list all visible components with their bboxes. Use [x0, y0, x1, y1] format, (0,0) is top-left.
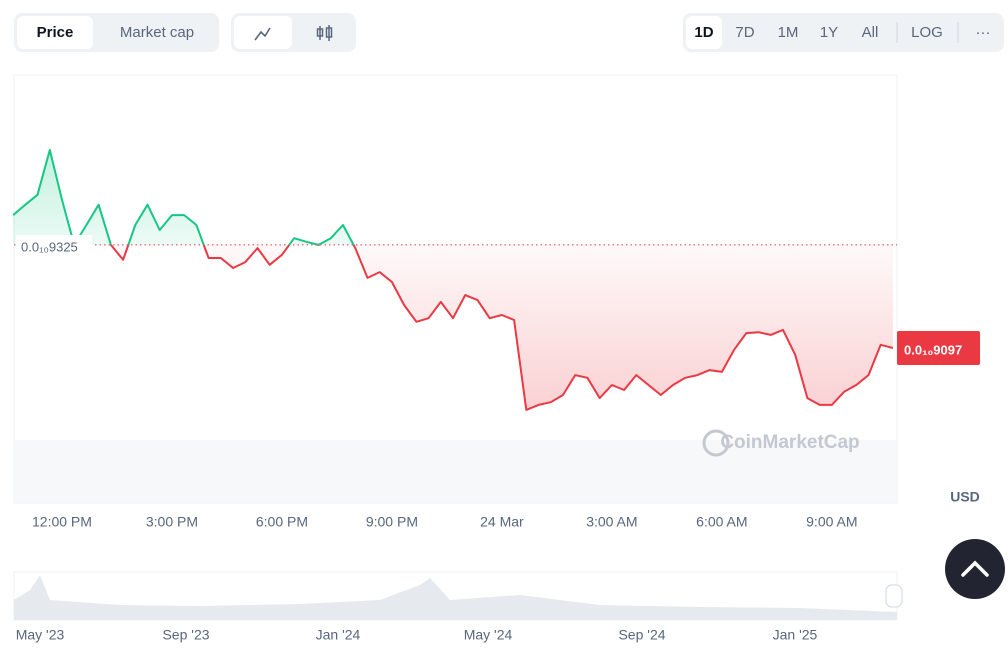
tab-selected	[17, 16, 93, 49]
candle-icon[interactable]	[316, 25, 333, 41]
navigator-label: Jan '24	[316, 627, 361, 643]
more-button[interactable]: ···	[976, 24, 991, 41]
baseline-label: 0.0₁₀9325	[21, 239, 78, 254]
x-tick-label: 6:00 AM	[696, 514, 747, 530]
range-selected	[686, 16, 722, 49]
chevron-icon	[961, 560, 989, 577]
watermark-logo	[702, 429, 730, 457]
scroll-top-button[interactable]	[945, 539, 1005, 599]
watermark: CoinMarketCap	[720, 432, 859, 453]
range-button[interactable]: 1Y	[820, 24, 838, 41]
price-tag	[897, 330, 980, 365]
x-tick-label: 6:00 PM	[256, 514, 308, 530]
navigator-label: May '23	[16, 627, 65, 643]
line-button[interactable]	[234, 16, 292, 49]
tab[interactable]: Market cap	[120, 24, 194, 41]
baseline-label-bg	[16, 234, 92, 255]
navigator-label: Jan '25	[773, 627, 818, 643]
range-button[interactable]: 7D	[735, 24, 754, 41]
volume-band	[14, 440, 897, 503]
x-tick-label: 12:00 PM	[32, 514, 92, 530]
navigator-handle[interactable]	[885, 584, 903, 608]
navigator-label: Sep '23	[162, 627, 209, 643]
range-button[interactable]: All	[862, 24, 879, 41]
x-tick-label: 24 Mar	[480, 514, 524, 530]
x-tick-label: 3:00 PM	[146, 514, 198, 530]
x-tick-label: 9:00 AM	[806, 514, 857, 530]
currency: USD	[950, 489, 980, 505]
range-button[interactable]: 1M	[778, 24, 799, 41]
navigator-label: May '24	[464, 627, 513, 643]
price-line	[12, 149, 894, 411]
range-button[interactable]: 1D	[694, 24, 713, 41]
tab[interactable]: Price	[37, 24, 74, 41]
x-tick-label: 3:00 AM	[586, 514, 637, 530]
range-group	[683, 13, 1004, 52]
price-area	[13, 150, 893, 410]
navigator-label: Sep '24	[618, 627, 665, 643]
x-tick-label: 9:00 PM	[366, 514, 418, 530]
price-tag-label: 0.0₁₀9097	[904, 342, 962, 357]
line-icon	[254, 27, 271, 41]
navigator-area	[14, 575, 897, 620]
range-button[interactable]: LOG	[911, 24, 943, 41]
